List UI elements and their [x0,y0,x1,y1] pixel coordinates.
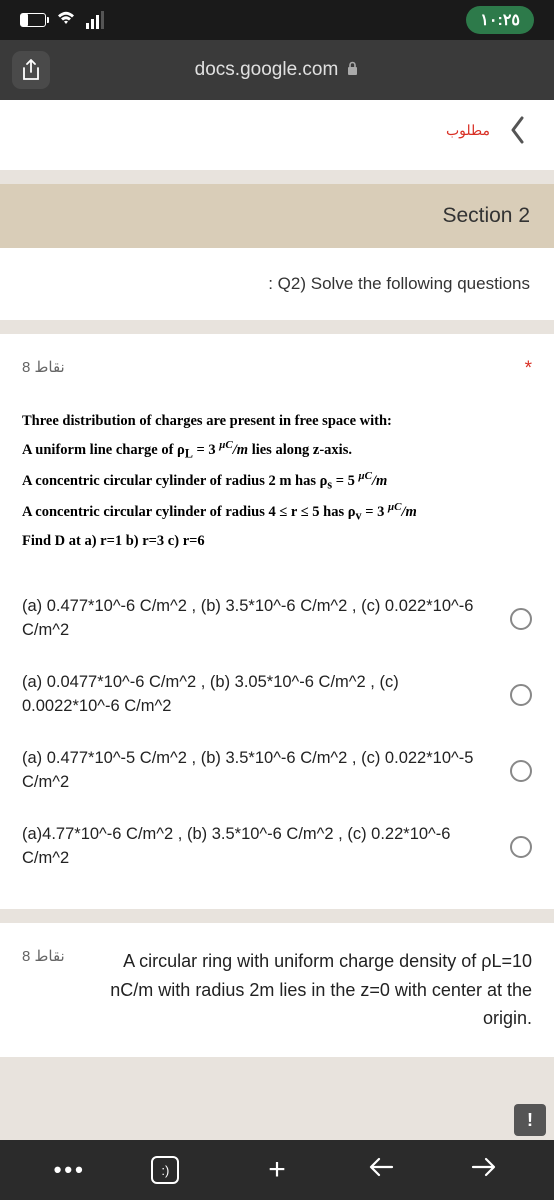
status-left [20,10,104,31]
section-instruction: : Q2) Solve the following questions [0,248,554,320]
wifi-icon [56,10,76,31]
option-row[interactable]: (a) 0.477*10^-5 C/m^2 , (b) 3.5*10^-6 C/… [22,733,532,809]
required-label: مطلوب [446,122,490,139]
forward-button[interactable] [462,1156,506,1185]
section-card: Section 2 : Q2) Solve the following ques… [0,184,554,320]
back-button[interactable] [359,1156,403,1185]
option-text: (a) 0.477*10^-5 C/m^2 , (b) 3.5*10^-6 C/… [22,747,510,795]
q1-line3: A concentric circular cylinder of radius… [22,499,532,526]
q1-line1: A uniform line charge of ρL = 3 μC/m lie… [22,437,532,464]
option-text: (a) 0.0477*10^-6 C/m^2 , (b) 3.05*10^-6 … [22,671,510,719]
browser-bar: docs.google.com [0,40,554,100]
radio-icon[interactable] [510,760,532,782]
q1-intro: Three distribution of charges are presen… [22,410,532,433]
question-1-card: 8 نقاط * Three distribution of charges a… [0,334,554,909]
required-star: * [525,358,532,380]
back-chevron-icon[interactable] [498,110,538,150]
status-right: ١٠:٢٥ [466,6,534,34]
q2-text: A circular ring with uniform charge dens… [79,947,532,1033]
q1-options: (a) 0.477*10^-6 C/m^2 , (b) 3.5*10^-6 C/… [22,581,532,884]
radio-icon[interactable] [510,836,532,858]
q2-points: 8 نقاط [22,947,65,965]
radio-icon[interactable] [510,684,532,706]
question-2-card: 8 نقاط A circular ring with uniform char… [0,923,554,1057]
feedback-button[interactable]: ! [514,1104,546,1136]
tabs-button[interactable]: :) [151,1156,195,1184]
q1-points: 8 نقاط [22,358,65,376]
q1-line2: A concentric circular cylinder of radius… [22,468,532,495]
time: ١٠:٢٥ [466,6,534,34]
menu-button[interactable]: ••• [48,1157,92,1183]
url-text: docs.google.com [195,59,339,81]
lock-icon [346,61,359,80]
battery-icon [20,13,46,27]
signal-icon [86,11,104,29]
section-title: Section 2 [0,184,554,248]
status-bar: ١٠:٢٥ [0,0,554,40]
option-row[interactable]: (a) 0.477*10^-6 C/m^2 , (b) 3.5*10^-6 C/… [22,581,532,657]
new-tab-button[interactable]: + [255,1153,299,1187]
option-row[interactable]: (a)4.77*10^-6 C/m^2 , (b) 3.5*10^-6 C/m^… [22,809,532,885]
form-top: مطلوب [0,100,554,170]
radio-icon[interactable] [510,608,532,630]
option-text: (a) 0.477*10^-6 C/m^2 , (b) 3.5*10^-6 C/… [22,595,510,643]
share-button[interactable] [12,51,50,89]
q1-body: Three distribution of charges are presen… [22,410,532,553]
q1-line4: Find D at a) r=1 b) r=3 c) r=6 [22,530,532,553]
page-content: مطلوب Section 2 : Q2) Solve the followin… [0,100,554,1140]
option-text: (a)4.77*10^-6 C/m^2 , (b) 3.5*10^-6 C/m^… [22,823,510,871]
url-bar[interactable]: docs.google.com [64,59,490,81]
bottom-nav: ••• :) + [0,1140,554,1200]
option-row[interactable]: (a) 0.0477*10^-6 C/m^2 , (b) 3.05*10^-6 … [22,657,532,733]
